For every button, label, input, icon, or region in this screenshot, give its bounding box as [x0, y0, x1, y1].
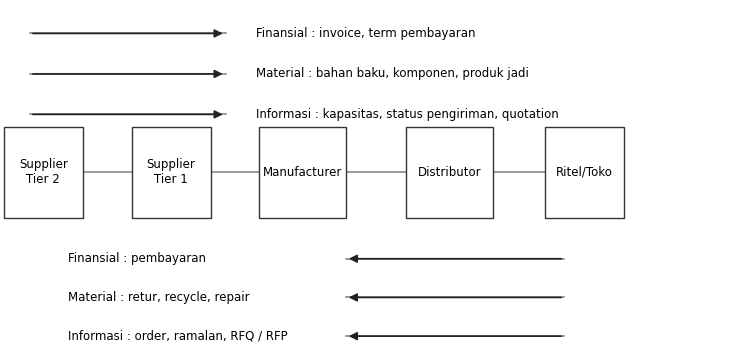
Text: Supplier
Tier 1: Supplier Tier 1 [147, 158, 196, 187]
Text: Manufacturer: Manufacturer [263, 166, 342, 179]
Text: Material : bahan baku, komponen, produk jadi: Material : bahan baku, komponen, produk … [256, 68, 529, 80]
FancyBboxPatch shape [545, 127, 624, 218]
FancyBboxPatch shape [132, 127, 211, 218]
Text: Supplier
Tier 2: Supplier Tier 2 [19, 158, 68, 187]
FancyBboxPatch shape [259, 127, 346, 218]
Text: Finansial : invoice, term pembayaran: Finansial : invoice, term pembayaran [256, 27, 475, 40]
Text: Ritel/Toko: Ritel/Toko [556, 166, 613, 179]
Text: Informasi : kapasitas, status pengiriman, quotation: Informasi : kapasitas, status pengiriman… [256, 108, 559, 121]
Text: Informasi : order, ramalan, RFQ / RFP: Informasi : order, ramalan, RFQ / RFP [68, 330, 287, 342]
Text: Material : retur, recycle, repair: Material : retur, recycle, repair [68, 291, 250, 304]
Text: Distributor: Distributor [417, 166, 481, 179]
Text: Finansial : pembayaran: Finansial : pembayaran [68, 252, 206, 265]
FancyBboxPatch shape [406, 127, 493, 218]
FancyBboxPatch shape [4, 127, 83, 218]
